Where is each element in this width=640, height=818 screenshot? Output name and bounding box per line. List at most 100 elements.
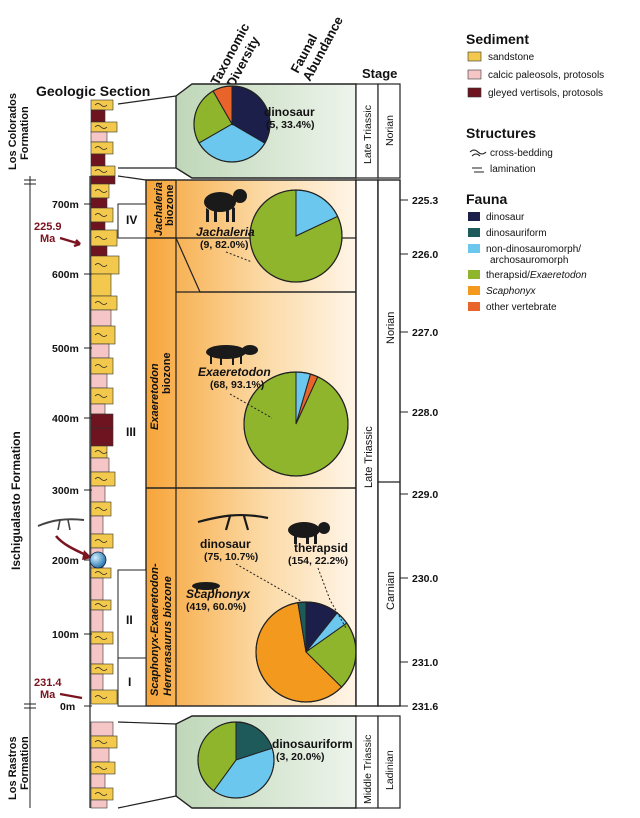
- age-tick-228-0: 228.0: [412, 407, 438, 419]
- therapsid-skeleton-icon: [288, 522, 330, 544]
- ma-231-4-value: 231.4: [34, 677, 62, 689]
- scaphonyx-biozone-label-1: Scaphonyx-Exaeretodon-: [149, 563, 161, 696]
- legend-swatch-other-vertebrate: [468, 302, 480, 311]
- geologic-section-title: Geologic Section: [36, 83, 150, 99]
- cross-bedding-mark: [94, 603, 108, 607]
- ma-225-9-value: 225.9: [34, 221, 62, 233]
- age-tick-231-6: 231.6: [412, 701, 438, 713]
- los-colorados-label-2: Formation: [19, 106, 31, 160]
- lithology-bed: [90, 457, 110, 473]
- legend-label-therapsid: therapsid/Exaeretodon: [486, 270, 587, 281]
- fossil-locality-marker-icon: [89, 551, 107, 569]
- lithology-bed: [90, 689, 118, 705]
- lithology-bed: [90, 787, 114, 801]
- cross-bedding-mark: [94, 125, 108, 129]
- lithology-bed: [90, 131, 108, 143]
- cross-bedding-mark: [94, 213, 108, 217]
- cross-bedding-mark: [94, 169, 108, 173]
- meter-500: 500m: [52, 343, 79, 355]
- age-axis: 225.3 226.0 227.0 228.0 229.0 230.0 231.…: [399, 180, 438, 713]
- legend-label-sandstone: sandstone: [488, 52, 535, 63]
- lithology-bed: [90, 183, 110, 199]
- pie-therapsid-detail: (154, 22.2%): [288, 555, 348, 567]
- lithology-bed: [90, 403, 106, 415]
- cross-bedding-mark: [94, 236, 108, 240]
- bottom-middle-triassic-label: Middle Triassic: [362, 735, 374, 804]
- norian-carnian-column: [377, 179, 401, 707]
- pie-exaeretodon: [243, 371, 349, 477]
- lithology-bed: [90, 485, 106, 503]
- jachaleria-skeleton-icon: [204, 189, 247, 222]
- cross-bedding-mark: [94, 539, 108, 543]
- member-iv-label: IV: [126, 213, 137, 227]
- cross-bedding-icon: [469, 149, 487, 157]
- pie-scaphonyx-label: Scaphonyx: [186, 587, 251, 601]
- biozone-border-lines: [146, 179, 176, 239]
- legend-structures-title: Structures: [466, 125, 536, 141]
- exaeretodon-biozone-label-2: biozone: [161, 352, 173, 394]
- member-labels: IV III II I: [117, 203, 147, 707]
- cross-bedding-mark: [94, 571, 108, 575]
- meter-300: 300m: [52, 485, 79, 497]
- pie-los-rastros-detail: (3, 20.0%): [276, 751, 324, 763]
- herrerasaurus-skeleton-icon: [197, 513, 269, 531]
- cross-bedding-mark: [94, 263, 108, 267]
- lithology-bed: [90, 643, 104, 665]
- top-norian-cell: [377, 83, 401, 179]
- lithology-bed: [90, 197, 108, 209]
- pie-scaphonyx-leaders: [235, 563, 347, 629]
- pie-los-colorados: [193, 85, 271, 163]
- legend-label-dinosaur: dinosaur: [486, 212, 525, 223]
- lithology-bed: [90, 387, 114, 405]
- age-tick-230-0: 230.0: [412, 573, 438, 585]
- lithology-bed: [90, 99, 114, 111]
- ma-231-4-unit: Ma: [40, 689, 56, 701]
- age-tick-229-0: 229.0: [412, 489, 438, 501]
- pie-exaeretodon-label: Exaeretodon: [198, 365, 271, 379]
- lithology-bed: [90, 577, 104, 601]
- top-late-triassic-label: Late Triassic: [362, 105, 374, 164]
- formation-boundaries: [24, 179, 36, 709]
- legend-swatch-scaphonyx: [468, 286, 480, 295]
- lithology-bed: [90, 761, 116, 775]
- lithology-bed: [90, 229, 118, 247]
- legend-swatch-non-dinosauromorph: [468, 244, 480, 253]
- cross-bedding-mark: [94, 450, 108, 454]
- lithology-bed: [90, 309, 112, 327]
- bottom-ladinian-label: Ladinian: [384, 750, 396, 790]
- lithology-bed: [90, 413, 114, 429]
- lithology-bed: [90, 747, 110, 763]
- legend-label-other-vertebrate: other vertebrate: [486, 302, 557, 313]
- herrerasaurus-locality-icon: [37, 518, 92, 560]
- pie-jachaleria: [249, 189, 343, 283]
- top-norian-label: Norian: [384, 115, 396, 146]
- cross-bedding-mark: [94, 695, 108, 699]
- lithology-bed: [90, 735, 118, 749]
- legend-swatch-gleyed: [467, 87, 482, 98]
- lithology-bed: [90, 141, 114, 155]
- lithology-bed: [90, 273, 112, 297]
- lithology-bed: [90, 427, 114, 447]
- pie-dinosaur-label: dinosaur: [200, 537, 251, 551]
- member-ii-label: II: [126, 613, 133, 627]
- jachaleria-biozone-label-2: biozone: [164, 184, 176, 226]
- meter-0: 0m: [60, 701, 75, 713]
- pie-dinosaur-detail: (75, 10.7%): [204, 551, 258, 563]
- legend-swatch-sandstone: [467, 51, 482, 62]
- legend-label-calcic: calcic paleosols, protosols: [488, 70, 604, 81]
- cross-bedding-mark: [94, 507, 108, 511]
- lithology-bed: [90, 673, 104, 691]
- pie-therapsid-label: therapsid: [294, 541, 348, 555]
- lithology-bed: [90, 799, 108, 809]
- age-tick-226-0: 226.0: [412, 249, 438, 261]
- cross-bedding-mark: [94, 364, 108, 368]
- los-colorados-label-1: Los Colorados: [7, 93, 19, 170]
- scaphonyx-skeleton-icon: [192, 582, 220, 593]
- pie-exaeretodon-detail: (68, 93.1%): [210, 379, 264, 391]
- lithology-column: [90, 99, 120, 809]
- pie-exaeretodon-leader: [229, 393, 273, 419]
- lithology-bed: [90, 245, 108, 257]
- meter-600: 600m: [52, 269, 79, 281]
- pie-jachaleria-leader: [225, 251, 253, 263]
- legend-label-scaphonyx: Scaphonyx: [486, 286, 536, 297]
